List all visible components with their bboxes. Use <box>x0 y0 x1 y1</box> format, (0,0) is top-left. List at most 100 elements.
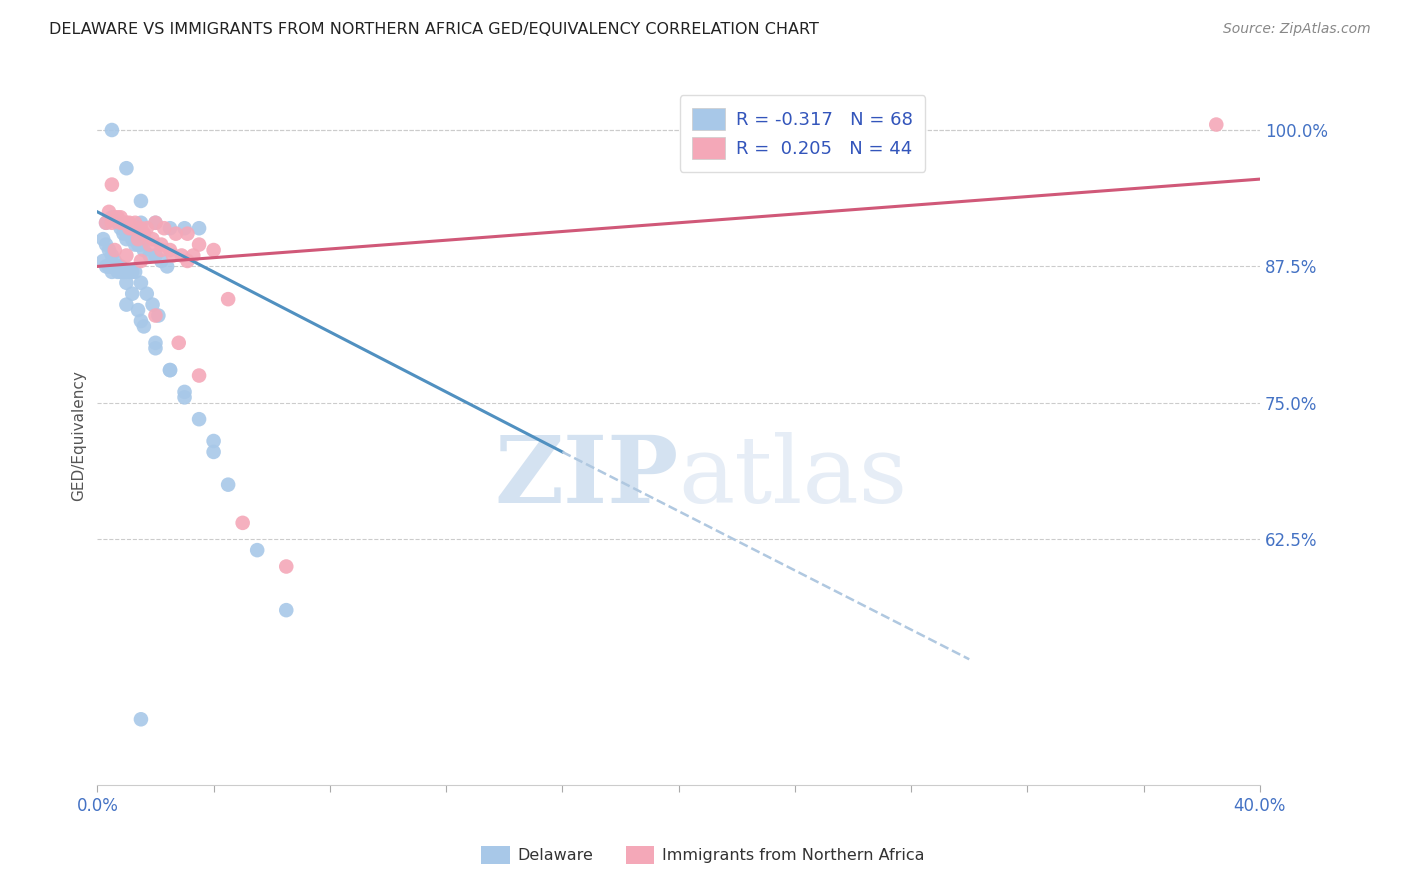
Point <box>1205 118 1227 132</box>
Point <box>124 265 146 279</box>
Point <box>124 216 146 230</box>
Point <box>159 363 181 377</box>
Point <box>127 221 149 235</box>
Point <box>110 260 132 274</box>
Point <box>107 260 129 274</box>
Point <box>145 248 167 262</box>
Point <box>104 243 127 257</box>
Point <box>104 254 127 268</box>
Point <box>132 319 155 334</box>
Point <box>135 221 157 235</box>
Point <box>121 232 143 246</box>
Point <box>173 221 195 235</box>
Point <box>104 211 127 225</box>
Point <box>202 434 225 448</box>
Text: atlas: atlas <box>679 433 908 523</box>
Point <box>170 248 193 262</box>
Point <box>98 243 121 257</box>
Point <box>115 232 138 246</box>
Point <box>173 384 195 399</box>
Point <box>148 309 170 323</box>
Point <box>150 243 173 257</box>
Point <box>188 221 211 235</box>
Point <box>153 221 176 235</box>
Point <box>162 248 184 262</box>
Point <box>145 216 167 230</box>
Point <box>165 227 187 241</box>
Point <box>142 297 165 311</box>
Point <box>115 265 138 279</box>
Point <box>129 237 152 252</box>
Point <box>115 161 138 176</box>
Point <box>145 341 167 355</box>
Point <box>159 363 181 377</box>
Point <box>127 237 149 252</box>
Point <box>112 227 135 241</box>
Point <box>142 232 165 246</box>
Point <box>104 260 127 274</box>
Point <box>217 292 239 306</box>
Point <box>150 237 173 252</box>
Text: ZIP: ZIP <box>495 433 679 523</box>
Point <box>188 237 211 252</box>
Point <box>101 211 124 225</box>
Point <box>176 227 198 241</box>
Point <box>115 297 138 311</box>
Point <box>127 232 149 246</box>
Point <box>110 265 132 279</box>
Point <box>115 276 138 290</box>
Point <box>145 335 167 350</box>
Point <box>138 248 160 262</box>
Point <box>110 221 132 235</box>
Point <box>115 216 138 230</box>
Point <box>129 712 152 726</box>
Point <box>124 237 146 252</box>
Point <box>159 221 181 235</box>
Point <box>110 211 132 225</box>
Point <box>276 603 298 617</box>
Point <box>118 265 141 279</box>
Point <box>129 221 152 235</box>
Point <box>98 260 121 274</box>
Point <box>94 237 117 252</box>
Point <box>91 254 114 268</box>
Point <box>246 543 269 558</box>
Point <box>94 260 117 274</box>
Point <box>127 303 149 318</box>
Point <box>101 248 124 262</box>
Point <box>94 216 117 230</box>
Point <box>94 216 117 230</box>
Point <box>110 216 132 230</box>
Point <box>188 368 211 383</box>
Point <box>107 265 129 279</box>
Point <box>101 260 124 274</box>
Point <box>118 221 141 235</box>
Point <box>112 265 135 279</box>
Point <box>121 221 143 235</box>
Point <box>135 286 157 301</box>
Point <box>101 178 124 192</box>
Point <box>129 314 152 328</box>
Point <box>132 227 155 241</box>
Point <box>101 216 124 230</box>
Point <box>129 276 152 290</box>
Point <box>145 309 167 323</box>
Point <box>173 390 195 404</box>
Point <box>107 216 129 230</box>
Point <box>202 243 225 257</box>
Point <box>150 254 173 268</box>
Point <box>145 216 167 230</box>
Point <box>112 216 135 230</box>
Text: Source: ZipAtlas.com: Source: ZipAtlas.com <box>1223 22 1371 37</box>
Point <box>129 194 152 208</box>
Point <box>121 286 143 301</box>
Point <box>232 516 254 530</box>
Point <box>167 335 190 350</box>
Point <box>176 254 198 268</box>
Point <box>98 260 121 274</box>
Point <box>101 265 124 279</box>
Y-axis label: GED/Equivalency: GED/Equivalency <box>72 370 86 501</box>
Point <box>217 477 239 491</box>
Point <box>115 248 138 262</box>
Point <box>91 232 114 246</box>
